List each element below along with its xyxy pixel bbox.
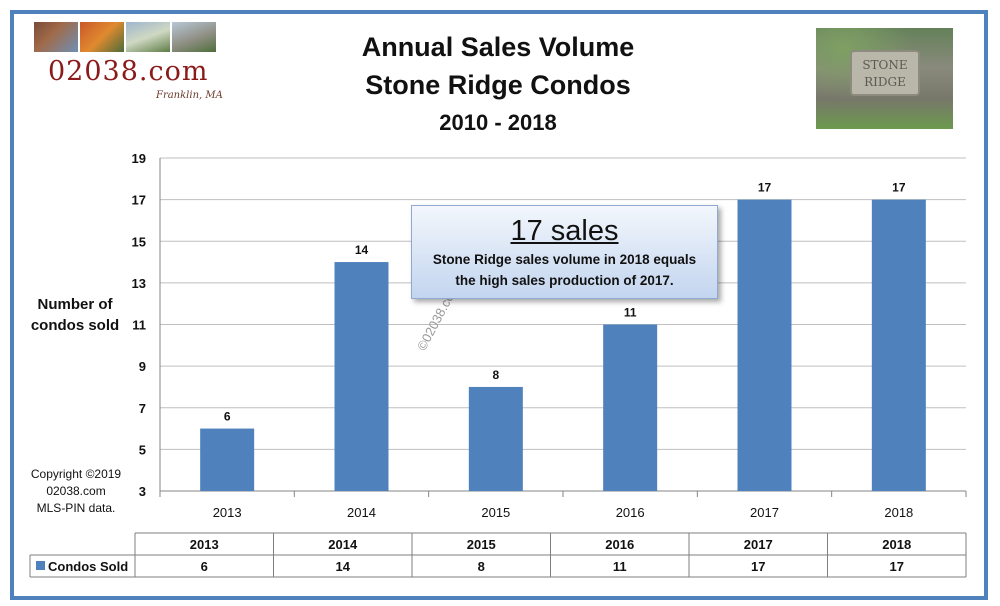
table-header-cell: 2017 [744,537,773,552]
title-line-2: Stone Ridge Condos [365,70,631,100]
y-tick-label: 9 [139,359,146,374]
bar [603,324,658,491]
table-value-cell: 14 [336,559,351,574]
x-tick-label: 2013 [213,505,242,520]
bar [468,386,523,491]
thumbnail-image [34,22,78,52]
table-header-cell: 2013 [190,537,219,552]
x-tick-label: 2018 [884,505,913,520]
callout-line-1: Stone Ridge sales volume in 2018 equals [432,252,697,267]
stone-ridge-sign: STONE RIDGE [850,50,920,96]
data-label: 11 [624,306,637,320]
data-label: 6 [224,410,231,424]
y-tick-label: 11 [132,318,146,333]
thumbnail-image [172,22,216,52]
y-axis-label: Number of condos sold [22,294,128,336]
copyright-site: 02038.com [46,484,106,498]
y-axis-label-line-2: condos sold [30,317,120,334]
bar [737,199,792,491]
table-header-cell: 2015 [467,537,496,552]
table-value-cell: 17 [890,559,904,574]
thumbnail-image [80,22,124,52]
chart-frame [10,10,988,600]
x-tick-label: 2017 [750,505,779,520]
copyright-line: Copyright ©2019 [30,467,122,481]
table-value-cell: 8 [478,559,485,574]
y-tick-label: 15 [132,234,146,249]
sign-line-1: STONE [862,58,908,72]
thumbnail-image [126,22,170,52]
site-logo[interactable]: 02038.com Franklin, MA [34,22,224,108]
y-tick-label: 13 [132,276,146,291]
bar [334,262,389,491]
logo-text: 02038.com [48,56,209,87]
data-label: 17 [892,181,906,195]
y-tick-label: 7 [139,401,146,416]
data-label: 14 [355,243,369,257]
title-line-1: Annual Sales Volume [361,32,635,62]
copyright-source: MLS-PIN data. [36,501,116,515]
logo-thumbnails [34,22,224,52]
copyright-note: Copyright ©2019 02038.com MLS-PIN data. [20,466,132,517]
y-tick-label: 19 [132,151,146,166]
bar [200,428,255,491]
data-label: 8 [492,368,499,382]
table-value-cell: 17 [751,559,765,574]
logo-town: Franklin, MA [156,90,223,101]
y-axis-label-line-1: Number of [37,296,113,313]
x-tick-label: 2014 [347,505,376,520]
data-label: 17 [758,181,772,195]
bar [871,199,926,491]
table-header-cell: 2014 [328,537,358,552]
legend-series-name: Condos Sold [48,559,128,574]
legend-swatch [36,561,45,570]
table-value-cell: 11 [613,559,627,574]
chart-title: Annual Sales Volume Stone Ridge Condos 2… [298,28,698,136]
y-tick-label: 5 [139,442,146,457]
callout-box: 17 sales Stone Ridge sales volume in 201… [411,205,718,299]
x-tick-label: 2015 [481,505,510,520]
x-tick-label: 2016 [616,505,645,520]
callout-headline: 17 sales [510,215,619,247]
table-header-cell: 2018 [882,537,911,552]
chart-subtitle: 2010 - 2018 [439,110,557,135]
sign-line-2: RIDGE [864,75,906,89]
callout-line-2: the high sales production of 2017. [455,273,674,288]
table-header-cell: 2016 [605,537,634,552]
stone-ridge-photo: STONE RIDGE [816,28,953,129]
y-tick-label: 3 [139,484,146,499]
table-value-cell: 6 [201,559,208,574]
y-tick-label: 17 [132,193,146,208]
